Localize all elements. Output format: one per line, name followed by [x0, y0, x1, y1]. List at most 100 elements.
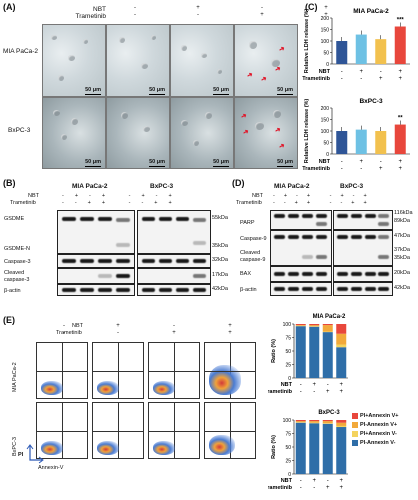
stacked-bar-segment	[322, 423, 333, 474]
a-nbt-label: NBT	[93, 6, 106, 13]
legend-label: PI+Annexin V+	[360, 412, 399, 419]
significance-marker: **	[398, 116, 403, 122]
micrograph: 50 μm	[106, 24, 170, 97]
y-tick-label: 75	[285, 432, 291, 438]
b-title-bx: BxPC-3	[150, 183, 174, 190]
y-tick-label: 100	[321, 129, 330, 135]
micrograph: ➜ ➜ ➜ ➜ 50 μm	[234, 97, 298, 169]
d-mw: 37kDa	[394, 247, 410, 253]
stacked-bar-segment	[309, 324, 320, 326]
ratio-chart-mia: MIA PaCa-2 0 25 50 75 100 Ratio (%) NBTTrametin…	[268, 314, 348, 395]
y-tick-label: 0	[326, 62, 329, 68]
sign: +	[339, 389, 343, 395]
y-tick-label: 50	[285, 349, 291, 355]
e-legend: PI+Annexin V+ PI-Annexin V+ PI+Annexin V…	[352, 411, 399, 447]
stacked-bar-segment	[336, 324, 347, 334]
b-row-label: Caspase-3	[4, 259, 31, 265]
bar	[394, 26, 406, 64]
flow-plot	[92, 342, 144, 399]
b-row-label: GSDME	[4, 216, 25, 222]
y-tick-label: 50	[323, 51, 329, 57]
trametinib-label: Trametinib	[268, 485, 293, 491]
b-nbt-label: NBT	[28, 193, 39, 199]
blot-casp9-bx	[333, 230, 393, 266]
flow-plot	[148, 402, 200, 459]
sign: -	[380, 69, 382, 75]
d-row-label: Caspase-9	[240, 236, 267, 242]
d-mw: 89kDa	[394, 218, 410, 224]
stacked-bar-segment	[336, 333, 347, 345]
blot-casp3-mia	[57, 254, 135, 268]
micrograph: 50 μm	[170, 97, 234, 169]
micrograph: ➜ ➜ ➜ ➜ 50 μm	[234, 24, 298, 97]
stacked-bar-segment	[309, 422, 320, 424]
y-tick-label: 25	[285, 459, 291, 465]
stacked-bar-segment	[322, 421, 333, 424]
stacked-bar-segment	[295, 326, 306, 378]
blot-actin-bx-d	[333, 282, 393, 296]
a-sign: -	[261, 5, 263, 11]
stacked-bar-segment	[295, 422, 306, 474]
sign: +	[398, 76, 402, 82]
d-row-label: β-actin	[240, 287, 257, 293]
a-sign: -	[134, 12, 136, 18]
stacked-bar-segment	[295, 422, 306, 423]
stacked-bar-segment	[336, 427, 347, 474]
stacked-bar-segment	[309, 326, 320, 327]
e-row-mia: MIA PaCa-2	[12, 362, 18, 392]
bar	[394, 124, 406, 154]
flow-plot	[36, 402, 88, 459]
y-tick-label: 25	[285, 363, 291, 369]
legend-item: PI-Annexin V+	[352, 420, 399, 429]
micrograph: 50 μm	[42, 24, 106, 97]
b-mw: 17kDa	[212, 272, 228, 278]
stacked-bar-segment	[295, 325, 306, 326]
stacked-bar-segment	[322, 331, 333, 333]
sign: -	[300, 382, 302, 388]
d-row-label: Cleaved caspase-9	[240, 250, 266, 263]
e-sign: +	[228, 323, 232, 329]
sign: +	[398, 159, 402, 165]
e-sign: -	[173, 323, 175, 329]
micrograph: 50 μm	[42, 97, 106, 169]
micrograph: 50 μm	[106, 97, 170, 169]
sign: -	[360, 76, 362, 82]
a-sign: -	[134, 5, 136, 11]
nbt-label: NBT	[319, 159, 331, 165]
e-sign: -	[117, 330, 119, 336]
blot-bax-bx	[333, 266, 393, 282]
sign: +	[326, 389, 330, 395]
flow-plot	[36, 342, 88, 399]
sign: +	[359, 69, 363, 75]
sign: +	[326, 485, 330, 491]
e-axis-annexin: Annexin-V	[38, 465, 64, 471]
bar	[336, 131, 348, 154]
e-tram-label: Trametinib	[56, 330, 82, 336]
b-mw: 32kDa	[212, 257, 228, 263]
d-mw: 42kDa	[394, 285, 410, 291]
bar	[375, 39, 387, 64]
d-row-label: BAX	[240, 271, 252, 277]
legend-swatch	[352, 439, 358, 446]
y-tick-label: 75	[285, 336, 291, 342]
y-tick-label: 50	[285, 445, 291, 451]
scale-bar: 50 μm	[277, 159, 293, 167]
y-axis-label: Relative LDH release (%)	[304, 99, 310, 164]
bar	[375, 131, 387, 154]
bar	[355, 34, 367, 64]
a-row-mia: MIA PaCa-2	[3, 48, 39, 55]
panel-a-label: (A)	[3, 2, 16, 12]
stacked-bar-segment	[336, 347, 347, 378]
blot-casp9-mia	[270, 230, 332, 266]
flow-plot	[148, 342, 200, 399]
sign: -	[313, 485, 315, 491]
chart-title: BxPC-3	[318, 410, 340, 416]
blot-parp-mia	[270, 210, 332, 230]
blot-cc3-mia	[57, 268, 135, 284]
y-axis-label: Relative LDH release (%)	[304, 9, 310, 74]
nbt-label: NBT	[281, 382, 293, 388]
legend-label: PI+Annexin V-	[360, 430, 397, 437]
blot-casp3-bx	[137, 254, 211, 268]
sign: +	[398, 166, 402, 172]
